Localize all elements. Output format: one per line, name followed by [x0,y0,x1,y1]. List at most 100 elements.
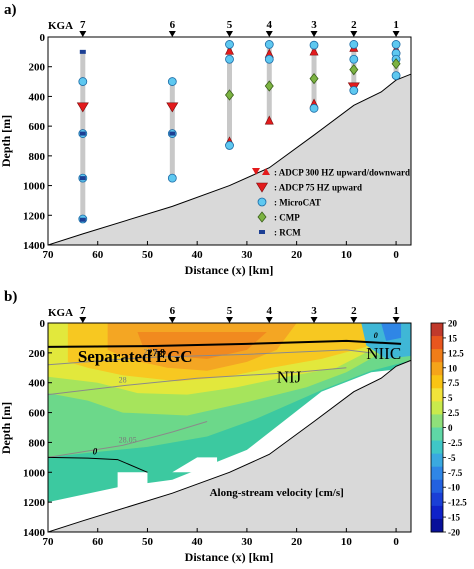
cmp-marker [224,89,235,101]
station-label: 6 [170,305,176,317]
adcp75-marker [76,102,89,113]
x-tick-label: 20 [291,249,303,261]
microcat-marker [349,40,359,49]
isopycnal-label: 27.9 [143,347,157,356]
microcat-marker [257,197,267,207]
x-tick-label: 50 [142,536,154,548]
cmp-marker [257,211,267,223]
panel-a-ylabel: Depth [m] [0,115,13,167]
station-marker [168,31,176,37]
x-tick-label: 60 [92,249,104,261]
colorbar-swatch [431,323,443,337]
x-tick-label: 50 [142,249,154,261]
no-data-mask [157,457,218,473]
legend-adcp300-up-icon [262,168,270,175]
cmp-marker [349,64,359,76]
legend-adcp300-down-icon [252,168,260,175]
x-tick-label: 0 [393,536,399,548]
station-marker [79,317,87,323]
panel-a-label: a) [4,2,17,18]
isopycnal-line [48,349,372,366]
colorbar-tick-label: 12.5 [448,348,464,358]
colorbar-swatch [431,401,443,415]
panel-b-label: b) [4,289,17,305]
x-tick-label: 70 [43,536,55,548]
zero-velocity-contour [48,456,148,473]
panel-b-colorbar: 20 15 12.5 10 7.5 5 2.5 0 -2.5 -5 -7.5 -10 -12.5 -15 -… [430,319,467,538]
colorbar-tick-label: 7.5 [448,378,460,388]
isopycnal-line [48,421,208,458]
x-tick-label: 70 [43,249,55,261]
colorbar-tick-label: -20 [448,528,460,538]
panel-b-xlabel: Distance (x) [km] [185,550,274,564]
rcm-marker [259,230,265,234]
station-marker [226,31,233,37]
y-tick-label: 800 [29,151,46,163]
station-label: 5 [227,305,233,317]
station-marker [310,317,318,323]
microcat-marker [391,40,401,49]
y-tick-label: 400 [29,91,46,103]
y-tick-label: 1000 [23,181,46,193]
colorbar-swatch [431,427,443,442]
panel-b: b) KGA 7 6 5 4 3 2 1 27.827.9 28 28.05 0 0 Separat… [0,289,467,564]
legend-entry-label: : ADCP 75 HZ upward [274,183,362,193]
panel-a-axes-frame [47,36,412,246]
colorbar-tick-label: -5 [448,453,456,463]
cmp-marker [264,80,274,92]
panel-b-section-label: KGA [48,307,73,319]
colorbar-swatch [431,349,443,363]
y-tick-label: 0 [40,318,46,330]
cmp-marker [309,72,319,85]
station-marker [392,317,400,323]
colorbar-swatch [431,388,443,402]
colorbar-swatch [431,414,443,428]
station-marker [350,31,358,37]
y-tick-label: 1400 [23,527,46,539]
adcp300-marker [309,46,319,56]
microcat-marker [309,40,319,50]
colorbar-swatch [431,518,443,533]
panel-a-legend: : ADCP 300 HZ upward/downward: ADCP 75 H… [252,168,410,238]
colorbar-swatch [431,375,443,389]
x-tick-label: 40 [192,536,204,548]
microcat-marker [264,54,274,64]
station-label: 7 [80,19,86,31]
station-label: 3 [311,305,317,317]
rcm-marker [169,131,176,136]
microcat-marker [264,40,274,49]
panel-b-y-ticks: 0 200 400 600 800 1000 1200 1400 [23,318,52,539]
station-label: 1 [393,305,399,317]
legend-entry-label: : CMP [274,213,300,223]
isopycnal-label: 28 [119,376,127,385]
station-label: 6 [170,19,176,31]
microcat-marker [78,77,88,86]
panel-a-xlabel: Distance (x) [km] [185,263,274,277]
panel-b-ylabel: Depth [m] [0,402,13,454]
colorbar-swatch [431,466,443,481]
station-marker [392,31,400,37]
panel-b-seafloor [48,359,411,532]
station-marker [310,31,318,37]
panel-a: a) KGA 7 6 5 4 3 2 1 70 60 50 40 30 20 10 0 0 200 400 60… [0,2,412,277]
panel-a-y-ticks: 0 200 400 600 800 1000 1200 1400 [23,32,52,252]
microcat-marker [349,54,359,64]
y-tick-label: 1000 [23,467,46,479]
panel-b-isopycnals: 27.827.9 28 28.05 0 0 [48,331,402,473]
microcat-marker [167,173,177,183]
panel-a-instrument-markers [76,40,401,224]
current-annotation: NIJ [277,368,302,387]
station-marker [79,31,87,37]
panel-a-plot-area [48,40,411,245]
panel-a-station-labels: 7 6 5 4 3 2 1 [79,19,400,37]
station-label: 7 [80,305,86,317]
x-tick-label: 0 [393,249,399,261]
adcp300-marker [264,115,274,125]
colorbar-tick-label: -12.5 [448,498,467,508]
microcat-marker [349,86,359,95]
x-tick-label: 10 [341,536,353,548]
legend-entry-label: : MicroCAT [274,198,321,208]
station-label: 3 [311,19,317,31]
adcp75-marker [166,102,179,113]
